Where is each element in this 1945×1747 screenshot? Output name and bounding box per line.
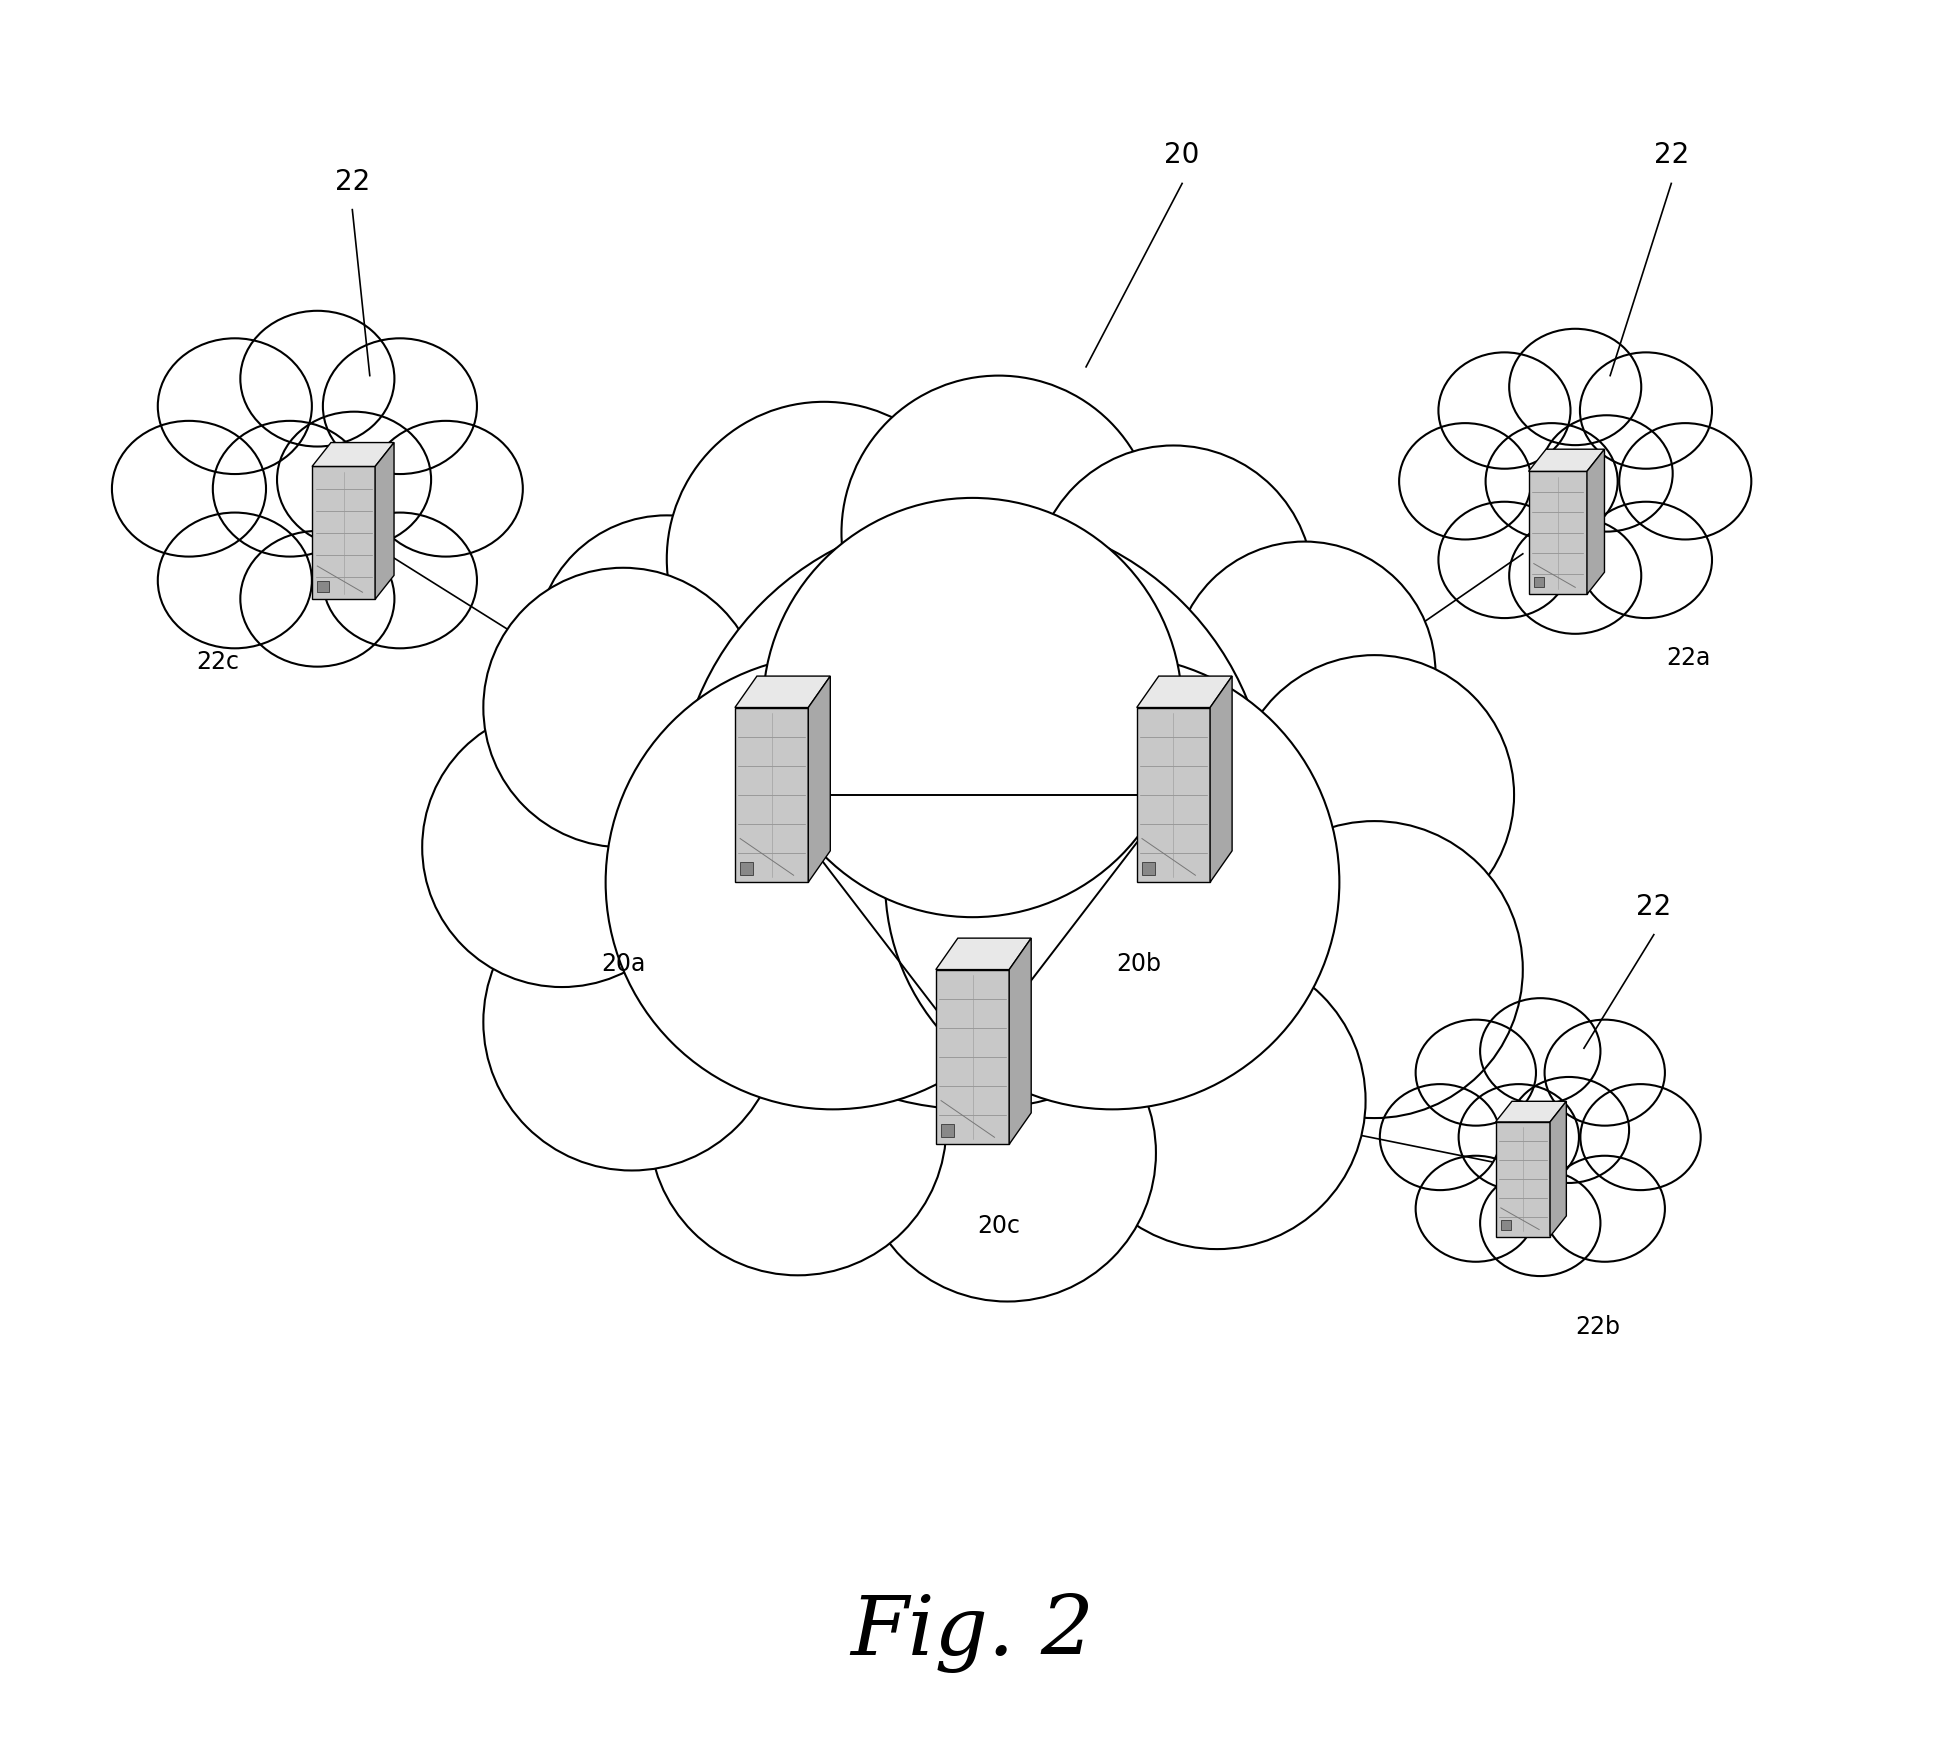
- Polygon shape: [1496, 1122, 1550, 1237]
- Polygon shape: [936, 970, 1009, 1144]
- Text: 22: 22: [1636, 893, 1671, 921]
- Circle shape: [650, 978, 947, 1275]
- Circle shape: [1068, 952, 1365, 1249]
- Polygon shape: [311, 442, 395, 466]
- Polygon shape: [1502, 1219, 1511, 1230]
- Polygon shape: [1210, 676, 1231, 882]
- Text: 22: 22: [335, 168, 370, 196]
- Polygon shape: [1142, 861, 1155, 875]
- Polygon shape: [1535, 577, 1544, 587]
- Text: 20: 20: [1165, 142, 1200, 169]
- Polygon shape: [311, 466, 375, 599]
- Polygon shape: [1496, 1101, 1566, 1122]
- Polygon shape: [735, 708, 809, 882]
- Polygon shape: [741, 861, 753, 875]
- Circle shape: [860, 1005, 1155, 1302]
- Polygon shape: [1587, 449, 1605, 594]
- Polygon shape: [317, 582, 329, 592]
- Polygon shape: [941, 1123, 955, 1137]
- Text: 22b: 22b: [1575, 1315, 1620, 1340]
- Text: Fig. 2: Fig. 2: [850, 1593, 1095, 1674]
- Polygon shape: [1136, 676, 1231, 708]
- Polygon shape: [936, 938, 1031, 970]
- Text: 20c: 20c: [976, 1214, 1021, 1239]
- Circle shape: [535, 515, 797, 777]
- Text: 20b: 20b: [1116, 952, 1161, 977]
- Circle shape: [842, 376, 1155, 690]
- Circle shape: [885, 655, 1340, 1109]
- Circle shape: [1235, 655, 1513, 935]
- Circle shape: [484, 568, 762, 847]
- Circle shape: [1173, 542, 1435, 804]
- Circle shape: [484, 874, 780, 1170]
- Circle shape: [422, 708, 702, 987]
- Circle shape: [762, 498, 1183, 917]
- Polygon shape: [1529, 449, 1605, 472]
- Circle shape: [1033, 445, 1313, 725]
- Text: 22: 22: [1653, 142, 1688, 169]
- Polygon shape: [1136, 708, 1210, 882]
- Circle shape: [1225, 821, 1523, 1118]
- Polygon shape: [375, 442, 395, 599]
- Polygon shape: [1529, 472, 1587, 594]
- Polygon shape: [1009, 938, 1031, 1144]
- Polygon shape: [735, 676, 831, 708]
- Circle shape: [605, 655, 1060, 1109]
- Text: 20a: 20a: [601, 952, 646, 977]
- Circle shape: [667, 402, 980, 716]
- Text: 22a: 22a: [1667, 646, 1712, 671]
- Polygon shape: [1550, 1101, 1566, 1237]
- Text: 22c: 22c: [196, 650, 239, 674]
- Circle shape: [675, 515, 1270, 1109]
- Polygon shape: [809, 676, 831, 882]
